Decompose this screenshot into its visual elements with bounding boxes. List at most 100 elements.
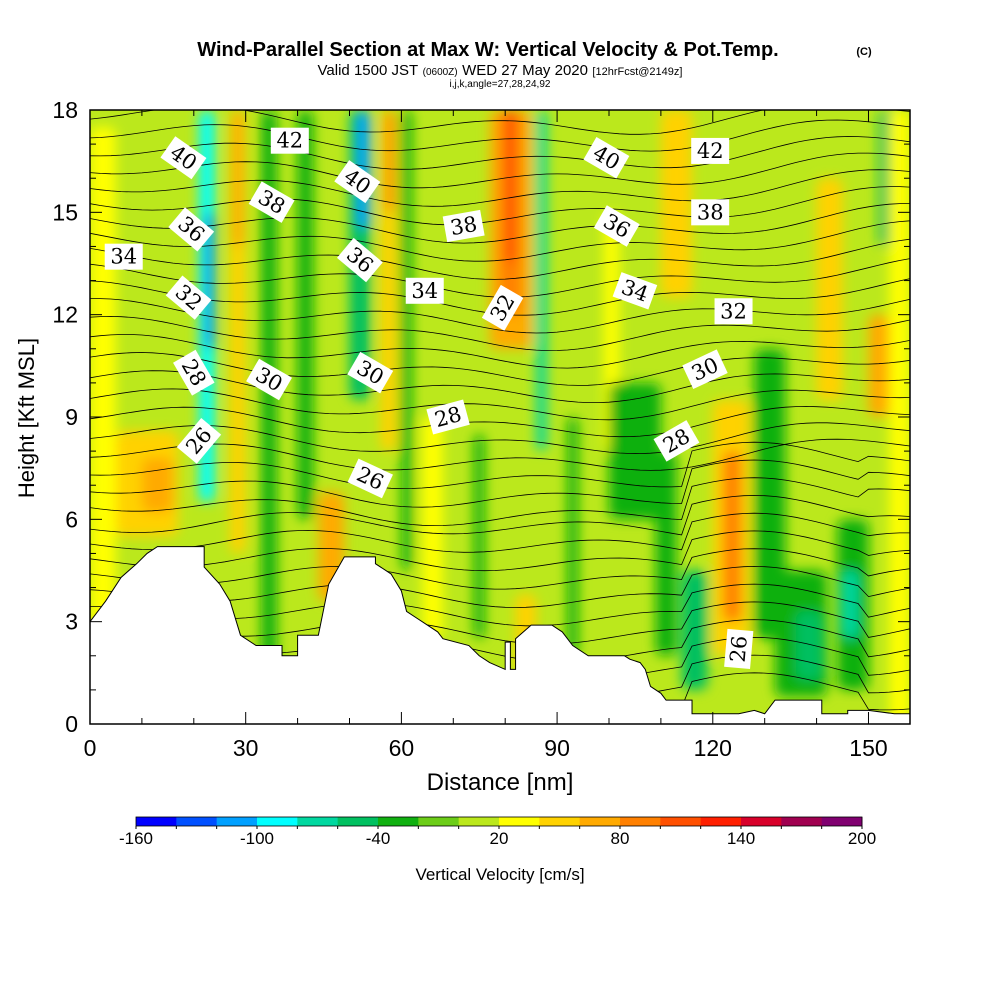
colorbar-tick-label: 140 xyxy=(727,829,755,848)
contour-label-box xyxy=(246,358,293,401)
velocity-cell xyxy=(328,526,342,571)
contour-label: 26 xyxy=(724,628,754,670)
velocity-cell xyxy=(385,110,394,213)
theta-line xyxy=(90,119,910,152)
theta-line xyxy=(90,459,910,508)
colorbar-swatch xyxy=(620,817,661,826)
colorbar-tick-label: -40 xyxy=(366,829,391,848)
velocity-cell xyxy=(660,110,693,298)
colorbar-swatch xyxy=(700,817,742,826)
contour-label: 28 xyxy=(426,399,470,435)
theta-line xyxy=(90,512,910,553)
colorbar-swatch xyxy=(216,817,258,826)
colorbar-swatch xyxy=(418,817,460,826)
theta-line xyxy=(90,548,910,590)
contour-label-box xyxy=(612,272,658,310)
contour-label-text: 32 xyxy=(720,299,747,323)
velocity-cell xyxy=(204,212,215,349)
contour-label-text: 42 xyxy=(697,139,724,163)
theta-line xyxy=(90,352,910,386)
theta-line xyxy=(90,169,910,207)
contour-label-box xyxy=(593,205,640,247)
contour-label-box xyxy=(682,349,728,390)
x-tick-label: 30 xyxy=(233,735,259,761)
velocity-cell xyxy=(567,417,578,656)
velocity-cell xyxy=(868,314,890,417)
theta-line xyxy=(90,495,910,536)
terrain xyxy=(90,546,910,724)
colorbar-tick-label: -100 xyxy=(240,829,274,848)
velocity-cell xyxy=(297,110,314,520)
theta-line xyxy=(90,186,910,226)
contour-label: 32 xyxy=(714,298,753,325)
contour-label-box xyxy=(334,160,381,204)
contour-label-box xyxy=(426,399,470,435)
theta-line xyxy=(90,136,910,170)
contour-label-box xyxy=(653,420,700,462)
chart-subtitle: Valid 1500 JST (0600Z) WED 27 May 2020 [… xyxy=(318,62,683,79)
velocity-cell xyxy=(474,434,485,639)
x-tick-label: 90 xyxy=(544,735,570,761)
contour-label-text: 38 xyxy=(448,212,478,240)
contour-label-box xyxy=(270,127,309,154)
colorbar-swatch xyxy=(136,817,177,826)
velocity-cell xyxy=(536,110,547,452)
contour-label-box xyxy=(714,298,753,325)
x-tick-label: 60 xyxy=(389,735,415,761)
colorbar-swatch xyxy=(337,817,379,826)
colorbar-swatch xyxy=(741,817,782,826)
theta-line xyxy=(90,203,910,244)
theta-line xyxy=(90,477,910,527)
velocity-field xyxy=(90,110,910,724)
velocity-cell xyxy=(816,178,843,400)
theta-line xyxy=(90,370,910,403)
velocity-cell xyxy=(608,382,661,520)
theta-line xyxy=(90,422,910,455)
contour-label-text: 34 xyxy=(411,279,438,303)
contour-label-text: 34 xyxy=(110,245,137,269)
theta-line xyxy=(90,298,910,334)
plot-area xyxy=(90,110,910,724)
y-tick-label: 15 xyxy=(52,199,78,225)
contour-label-box xyxy=(173,349,215,396)
contour-label-box xyxy=(104,243,143,270)
y-tick-label: 0 xyxy=(65,711,78,737)
x-axis-label: Distance [nm] xyxy=(427,769,574,796)
y-tick-label: 6 xyxy=(65,506,78,532)
contour-label-box xyxy=(691,137,730,164)
colorbar-tick-label: 80 xyxy=(611,829,630,848)
colorbar-swatch xyxy=(821,817,863,826)
contour-label: 38 xyxy=(691,199,730,226)
y-tick-label: 18 xyxy=(52,97,78,123)
velocity-cell xyxy=(655,451,677,656)
contour-label: 42 xyxy=(270,127,309,154)
chart-title: Wind-Parallel Section at Max W: Vertical… xyxy=(197,39,778,61)
velocity-cell xyxy=(141,457,174,513)
theta-line xyxy=(90,441,910,490)
contour-label-box xyxy=(165,275,212,320)
contour-label-box xyxy=(724,628,754,670)
colorbar-swatch xyxy=(499,817,540,826)
theta-line xyxy=(90,110,910,135)
colorbar-swatch xyxy=(257,817,298,826)
contour-label: 38 xyxy=(442,209,485,243)
velocity-cell xyxy=(725,502,739,588)
velocity-cell xyxy=(401,110,412,571)
velocity-cell xyxy=(842,570,859,639)
theta-line xyxy=(90,238,910,280)
contour-label-box xyxy=(160,136,207,180)
velocity-cell xyxy=(232,110,244,247)
colorbar-swatch xyxy=(579,817,621,826)
contour-label-box xyxy=(481,284,524,331)
colorbar: -160 -100 -40 20 80 140 200 xyxy=(119,816,876,848)
theta-line xyxy=(90,530,910,572)
theta-line xyxy=(90,388,910,421)
colorbar-label: Vertical Velocity [cm/s] xyxy=(415,865,584,884)
velocity-cell xyxy=(422,417,443,639)
x-tick-label: 120 xyxy=(694,735,732,761)
axes: 0 30 60 90 120 150 0 3 6 9 12 15 18 xyxy=(52,97,910,761)
contour-label-box xyxy=(691,199,730,226)
contour-label-text: 38 xyxy=(697,200,724,224)
contour-label-box xyxy=(168,207,215,252)
colorbar-tick-label: 20 xyxy=(490,829,509,848)
